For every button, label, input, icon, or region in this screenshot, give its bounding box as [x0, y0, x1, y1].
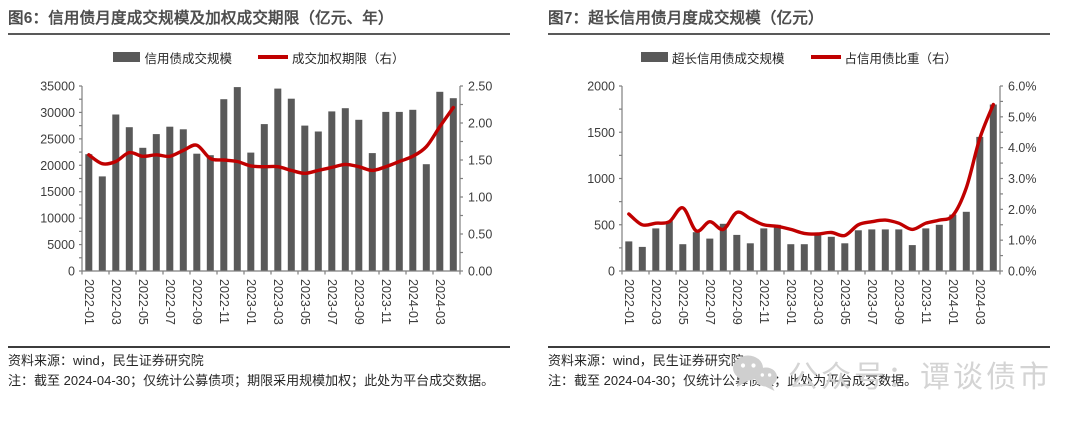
svg-text:2022-11: 2022-11 — [757, 279, 771, 324]
svg-text:2.50: 2.50 — [468, 80, 492, 94]
svg-text:4.0%: 4.0% — [1008, 141, 1037, 155]
svg-text:2023-09: 2023-09 — [892, 279, 906, 325]
legend-label: 超长信用债成交规模 — [671, 51, 785, 66]
svg-text:5000: 5000 — [47, 238, 75, 252]
svg-text:2023-03: 2023-03 — [271, 279, 285, 325]
bar-series-swatch — [113, 52, 141, 62]
data-note: 注：截至 2024-04-30；仅统计公募债项；期限采用规模加权；此处为平台成交… — [8, 372, 495, 388]
svg-text:2023-11: 2023-11 — [379, 279, 393, 324]
svg-text:15000: 15000 — [40, 185, 75, 199]
svg-text:2022-03: 2022-03 — [109, 279, 123, 325]
figure-6-footer: 资料来源：wind，民生证券研究院 注：截至 2024-04-30；仅统计公募债… — [8, 346, 510, 390]
svg-text:2022-09: 2022-09 — [730, 279, 744, 325]
svg-text:2022-05: 2022-05 — [136, 279, 150, 325]
svg-text:2022-01: 2022-01 — [622, 279, 636, 325]
svg-text:30000: 30000 — [40, 106, 75, 120]
figure-6-title: 图6：信用债月度成交规模及加权成交期限（亿元、年） — [8, 6, 510, 35]
svg-text:1500: 1500 — [587, 126, 615, 140]
legend-item-bars: 超长信用债成交规模 — [640, 48, 785, 67]
svg-text:2024-03: 2024-03 — [973, 279, 987, 325]
svg-text:2022-03: 2022-03 — [649, 279, 663, 325]
svg-text:2023-01: 2023-01 — [784, 279, 798, 325]
svg-text:6.0%: 6.0% — [1008, 80, 1037, 94]
svg-text:2.00: 2.00 — [468, 117, 492, 131]
svg-text:25000: 25000 — [40, 132, 75, 146]
svg-text:2022-09: 2022-09 — [190, 279, 204, 325]
legend-label: 成交加权期限（右） — [292, 51, 405, 66]
figure-6-combo-chart: 0 5000 10000 15000 20000 25000 30000 35000 0.00 0… — [40, 80, 492, 325]
svg-text:1.0%: 1.0% — [1008, 234, 1037, 248]
svg-text:500: 500 — [594, 218, 615, 232]
svg-text:2022-01: 2022-01 — [82, 279, 96, 325]
svg-text:2022-07: 2022-07 — [703, 279, 717, 325]
svg-text:1.00: 1.00 — [468, 191, 492, 205]
svg-text:2000: 2000 — [587, 80, 615, 94]
svg-text:2024-01: 2024-01 — [406, 279, 420, 325]
figure-6-panel: 图6：信用债月度成交规模及加权成交期限（亿元、年） 信用债成交规模 成交加权期限… — [8, 6, 510, 390]
svg-text:2023-09: 2023-09 — [352, 279, 366, 325]
svg-text:10000: 10000 — [40, 212, 75, 226]
svg-text:2.0%: 2.0% — [1008, 203, 1037, 217]
svg-text:2023-05: 2023-05 — [838, 279, 852, 325]
svg-text:35000: 35000 — [40, 80, 75, 94]
data-note: 注：截至 2024-04-30；仅统计公募债项；此处为平台成交数据。 — [548, 372, 918, 388]
legend-label: 占信用债比重（右） — [844, 51, 958, 66]
svg-text:2022-05: 2022-05 — [676, 279, 690, 325]
svg-text:0.50: 0.50 — [468, 228, 492, 242]
figure-7-combo-chart: 0 500 1000 1500 2000 0.0% 1.0% 2.0% 3.0% 4.0% 5.0%… — [587, 80, 1037, 325]
svg-text:0.00: 0.00 — [468, 265, 492, 279]
legend-item-bars: 信用债成交规模 — [113, 48, 232, 67]
legend-label: 信用债成交规模 — [144, 51, 232, 66]
svg-text:5.0%: 5.0% — [1008, 110, 1037, 124]
svg-text:20000: 20000 — [40, 159, 75, 173]
line-series-swatch — [810, 55, 841, 59]
svg-text:0: 0 — [68, 265, 75, 279]
svg-text:1000: 1000 — [587, 172, 615, 186]
svg-text:2024-01: 2024-01 — [946, 279, 960, 325]
svg-text:2023-03: 2023-03 — [811, 279, 825, 325]
svg-text:2024-03: 2024-03 — [433, 279, 447, 325]
legend-item-line: 成交加权期限（右） — [258, 48, 405, 67]
figure-7-footer: 资料来源：wind，民生证券研究院 注：截至 2024-04-30；仅统计公募债… — [548, 346, 1050, 390]
svg-text:2023-07: 2023-07 — [325, 279, 339, 325]
bar-series-swatch — [640, 52, 668, 62]
svg-text:2023-07: 2023-07 — [865, 279, 879, 325]
source-note: 资料来源：wind，民生证券研究院 — [548, 353, 744, 368]
figure-7-title: 图7：超长信用债月度成交规模（亿元） — [548, 6, 1050, 35]
line-series-swatch — [258, 55, 288, 59]
svg-text:2023-11: 2023-11 — [919, 279, 933, 324]
figure-7-legend: 超长信用债成交规模 占信用债比重（右） — [548, 48, 1050, 66]
svg-text:1.50: 1.50 — [468, 154, 492, 168]
source-note: 资料来源：wind，民生证券研究院 — [8, 353, 204, 368]
svg-text:0: 0 — [608, 265, 615, 279]
figure-7-panel: 图7：超长信用债月度成交规模（亿元） 超长信用债成交规模 占信用债比重（右） 0… — [540, 0, 1080, 431]
svg-text:2022-11: 2022-11 — [217, 279, 231, 324]
legend-item-line: 占信用债比重（右） — [810, 48, 958, 67]
svg-text:2022-07: 2022-07 — [163, 279, 177, 325]
svg-text:2023-01: 2023-01 — [244, 279, 258, 325]
svg-text:2023-05: 2023-05 — [298, 279, 312, 325]
svg-text:3.0%: 3.0% — [1008, 172, 1037, 186]
figure-6-legend: 信用债成交规模 成交加权期限（右） — [8, 48, 510, 66]
svg-text:0.0%: 0.0% — [1008, 265, 1037, 279]
